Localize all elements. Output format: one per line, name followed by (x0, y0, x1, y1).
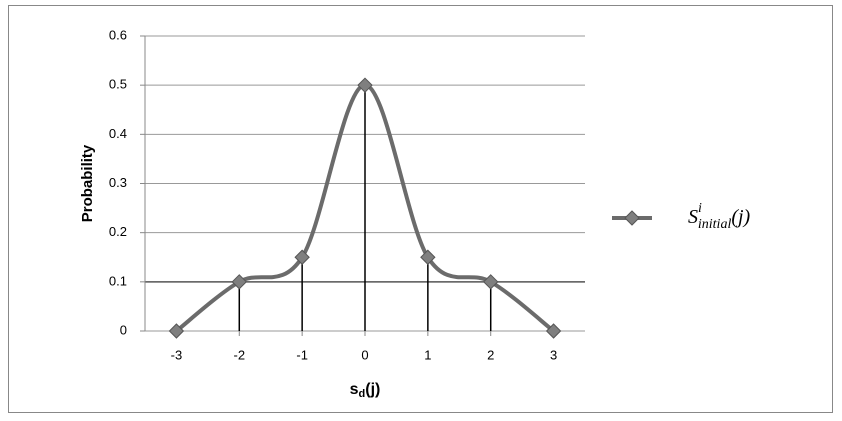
marker (545, 323, 562, 339)
marker (357, 77, 373, 93)
y-tick-label: 0.6 (109, 27, 127, 42)
x-axis-label-sub: d (359, 388, 366, 400)
marker (483, 274, 499, 290)
marker (420, 249, 436, 265)
y-tick-label: 0.5 (109, 77, 127, 92)
legend-label: Si initial(j) (688, 201, 751, 232)
legend-label-part: (j) (731, 206, 750, 228)
x-tick-label: 2 (487, 347, 494, 362)
x-tick-label: 0 (361, 347, 368, 362)
x-tick-label: -1 (296, 347, 308, 362)
y-tick-label: 0.4 (109, 126, 127, 141)
y-axis-label: Probability (79, 144, 96, 222)
x-tick-label: -3 (171, 347, 183, 362)
x-axis-label-part: (j) (365, 381, 380, 398)
legend-label-sub: initial (698, 217, 732, 232)
x-axis-label: sd(j) (350, 381, 381, 400)
marker (231, 274, 247, 290)
legend-label-sup: i (698, 201, 702, 216)
x-axis-label-part: s (350, 381, 359, 398)
x-tick-label: 3 (550, 347, 557, 362)
legend-marker (624, 210, 640, 226)
y-tick-label: 0.3 (109, 175, 127, 190)
legend-label-part: S (688, 206, 698, 228)
y-tick-label: 0.1 (109, 273, 127, 288)
x-tick-label: -2 (234, 347, 246, 362)
marker (294, 249, 310, 265)
marker (168, 323, 185, 339)
y-tick-label: 0 (120, 322, 127, 337)
chart-border (8, 5, 833, 413)
y-tick-label: 0.2 (109, 224, 127, 239)
x-tick-label: 1 (424, 347, 431, 362)
